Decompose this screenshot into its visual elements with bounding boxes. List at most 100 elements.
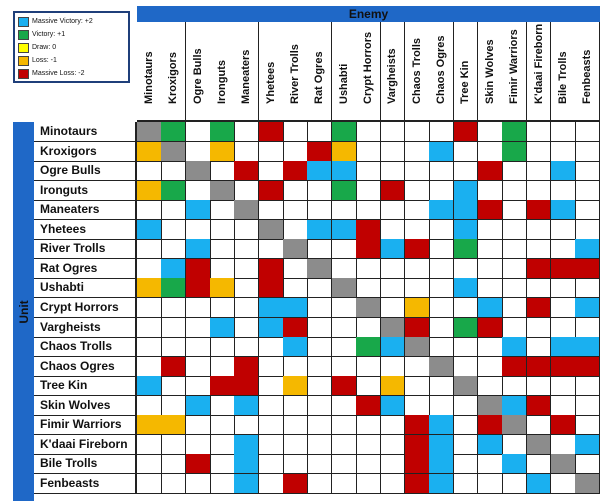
matchup-cell[interactable]: [575, 180, 600, 201]
matchup-cell[interactable]: [137, 356, 162, 377]
matchup-cell[interactable]: [185, 395, 211, 416]
matchup-cell[interactable]: [404, 395, 430, 416]
matchup-cell[interactable]: [331, 317, 357, 338]
matchup-cell[interactable]: [331, 454, 357, 475]
matchup-cell[interactable]: [429, 200, 455, 221]
matchup-cell[interactable]: [380, 161, 406, 182]
matchup-cell[interactable]: [307, 258, 333, 279]
matchup-cell[interactable]: [161, 180, 187, 201]
matchup-cell[interactable]: [234, 258, 260, 279]
matchup-cell[interactable]: [575, 141, 600, 162]
matchup-cell[interactable]: [453, 278, 479, 299]
matchup-cell[interactable]: [453, 122, 479, 143]
matchup-cell[interactable]: [210, 473, 235, 494]
matchup-cell[interactable]: [502, 180, 528, 201]
matchup-cell[interactable]: [137, 278, 162, 299]
matchup-cell[interactable]: [356, 356, 381, 377]
matchup-cell[interactable]: [307, 200, 333, 221]
matchup-cell[interactable]: [258, 141, 284, 162]
matchup-cell[interactable]: [502, 473, 528, 494]
matchup-cell[interactable]: [258, 356, 284, 377]
matchup-cell[interactable]: [185, 278, 211, 299]
matchup-cell[interactable]: [258, 278, 284, 299]
matchup-cell[interactable]: [575, 258, 600, 279]
matchup-cell[interactable]: [380, 376, 406, 397]
matchup-cell[interactable]: [331, 219, 357, 240]
matchup-cell[interactable]: [380, 317, 406, 338]
matchup-cell[interactable]: [477, 219, 503, 240]
matchup-cell[interactable]: [550, 434, 576, 455]
matchup-cell[interactable]: [550, 395, 576, 416]
matchup-cell[interactable]: [550, 337, 576, 358]
matchup-cell[interactable]: [185, 356, 211, 377]
matchup-cell[interactable]: [380, 122, 406, 143]
matchup-cell[interactable]: [356, 219, 381, 240]
matchup-cell[interactable]: [550, 297, 576, 318]
matchup-cell[interactable]: [307, 415, 333, 436]
matchup-cell[interactable]: [550, 454, 576, 475]
matchup-cell[interactable]: [380, 356, 406, 377]
matchup-cell[interactable]: [331, 258, 357, 279]
matchup-cell[interactable]: [283, 473, 308, 494]
matchup-cell[interactable]: [307, 395, 333, 416]
matchup-cell[interactable]: [234, 473, 260, 494]
matchup-cell[interactable]: [137, 122, 162, 143]
matchup-cell[interactable]: [331, 122, 357, 143]
matchup-cell[interactable]: [161, 473, 187, 494]
matchup-cell[interactable]: [331, 337, 357, 358]
matchup-cell[interactable]: [429, 317, 455, 338]
matchup-cell[interactable]: [283, 258, 308, 279]
matchup-cell[interactable]: [526, 200, 552, 221]
matchup-cell[interactable]: [161, 297, 187, 318]
matchup-cell[interactable]: [185, 337, 211, 358]
matchup-cell[interactable]: [404, 141, 430, 162]
matchup-cell[interactable]: [258, 239, 284, 260]
matchup-cell[interactable]: [550, 180, 576, 201]
matchup-cell[interactable]: [429, 337, 455, 358]
matchup-cell[interactable]: [234, 200, 260, 221]
matchup-cell[interactable]: [185, 297, 211, 318]
matchup-cell[interactable]: [283, 415, 308, 436]
matchup-cell[interactable]: [429, 239, 455, 260]
matchup-cell[interactable]: [137, 415, 162, 436]
matchup-cell[interactable]: [453, 473, 479, 494]
matchup-cell[interactable]: [161, 200, 187, 221]
matchup-cell[interactable]: [210, 258, 235, 279]
matchup-cell[interactable]: [380, 180, 406, 201]
matchup-cell[interactable]: [502, 454, 528, 475]
matchup-cell[interactable]: [307, 141, 333, 162]
matchup-cell[interactable]: [526, 395, 552, 416]
matchup-cell[interactable]: [258, 297, 284, 318]
matchup-cell[interactable]: [185, 200, 211, 221]
matchup-cell[interactable]: [161, 337, 187, 358]
matchup-cell[interactable]: [258, 200, 284, 221]
matchup-cell[interactable]: [234, 376, 260, 397]
matchup-cell[interactable]: [161, 219, 187, 240]
matchup-cell[interactable]: [575, 317, 600, 338]
matchup-cell[interactable]: [429, 297, 455, 318]
matchup-cell[interactable]: [185, 122, 211, 143]
matchup-cell[interactable]: [210, 376, 235, 397]
matchup-cell[interactable]: [331, 200, 357, 221]
matchup-cell[interactable]: [307, 278, 333, 299]
matchup-cell[interactable]: [234, 395, 260, 416]
matchup-cell[interactable]: [404, 219, 430, 240]
matchup-cell[interactable]: [283, 356, 308, 377]
matchup-cell[interactable]: [453, 258, 479, 279]
matchup-cell[interactable]: [477, 141, 503, 162]
matchup-cell[interactable]: [234, 434, 260, 455]
matchup-cell[interactable]: [234, 180, 260, 201]
matchup-cell[interactable]: [477, 395, 503, 416]
matchup-cell[interactable]: [234, 317, 260, 338]
matchup-cell[interactable]: [356, 141, 381, 162]
matchup-cell[interactable]: [210, 356, 235, 377]
matchup-cell[interactable]: [526, 454, 552, 475]
matchup-cell[interactable]: [477, 122, 503, 143]
matchup-cell[interactable]: [283, 376, 308, 397]
matchup-cell[interactable]: [307, 317, 333, 338]
matchup-cell[interactable]: [283, 180, 308, 201]
matchup-cell[interactable]: [137, 141, 162, 162]
matchup-cell[interactable]: [550, 317, 576, 338]
matchup-cell[interactable]: [429, 454, 455, 475]
matchup-cell[interactable]: [307, 219, 333, 240]
